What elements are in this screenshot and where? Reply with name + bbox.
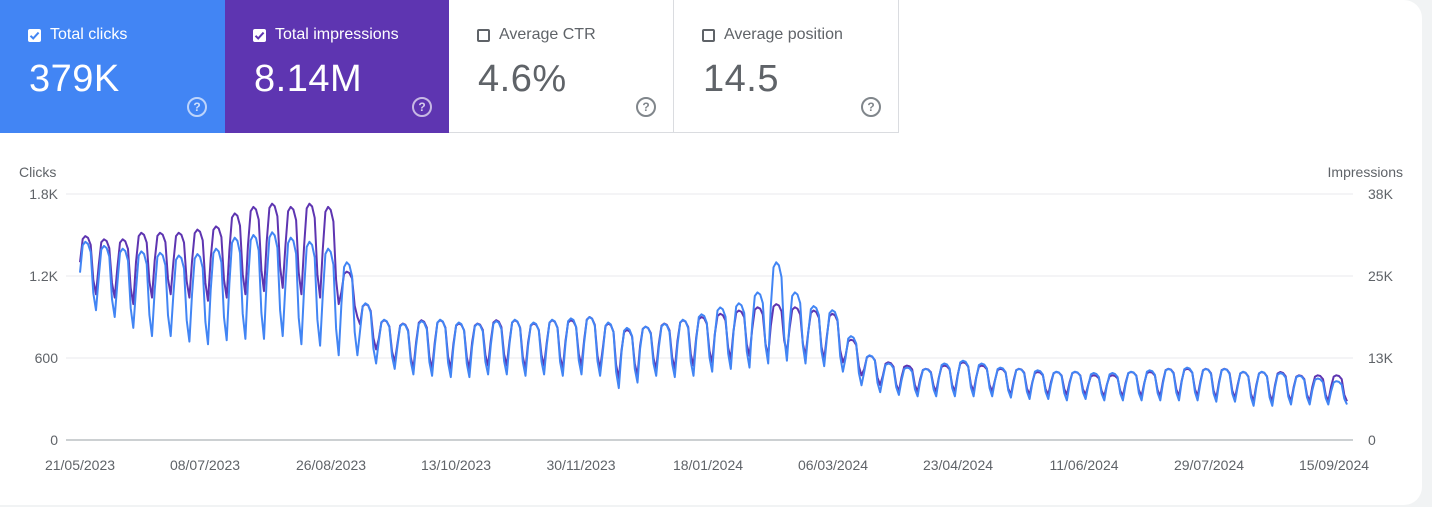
metric-value-total-clicks: 379K — [29, 58, 120, 100]
checkbox-unchecked-icon[interactable] — [477, 28, 490, 42]
metric-card-average-position[interactable]: Average position 14.5 ? — [674, 0, 899, 133]
metric-value-total-impressions: 8.14M — [254, 58, 363, 100]
left-tick-label: 600 — [35, 350, 59, 366]
help-icon[interactable]: ? — [861, 97, 881, 117]
x-tick-label: 30/11/2023 — [546, 457, 615, 473]
metric-value-average-ctr: 4.6% — [478, 58, 567, 100]
series-line-clicks — [79, 231, 1348, 407]
right-tick-label: 25K — [1368, 268, 1394, 284]
series-layer — [79, 202, 1348, 407]
x-tick-label: 08/07/2023 — [170, 457, 240, 473]
help-icon[interactable]: ? — [187, 97, 207, 117]
x-axis-ticks: 21/05/2023 08/07/2023 26/08/2023 13/10/2… — [45, 457, 1369, 473]
metric-label-text: Total impressions — [275, 26, 399, 43]
x-tick-label: 23/04/2024 — [923, 457, 993, 473]
series-line-impressions — [79, 202, 1348, 403]
metric-card-average-ctr[interactable]: Average CTR 4.6% ? — [449, 0, 674, 133]
metric-label-text: Total clicks — [50, 26, 128, 43]
x-tick-label: 13/10/2023 — [421, 457, 491, 473]
x-tick-label: 29/07/2024 — [1174, 457, 1244, 473]
metric-card-total-impressions[interactable]: Total impressions 8.14M ? — [225, 0, 450, 133]
metric-label-text: Average CTR — [499, 26, 596, 43]
metric-label-total-impressions: Total impressions — [253, 26, 399, 44]
checkbox-checked-icon[interactable] — [253, 28, 266, 42]
help-icon[interactable]: ? — [412, 97, 432, 117]
x-tick-label: 26/08/2023 — [296, 457, 366, 473]
left-axis-ticks: 1.8K 1.2K 600 0 — [29, 186, 58, 448]
right-axis-title: Impressions — [1328, 164, 1403, 180]
right-tick-label: 0 — [1368, 432, 1376, 448]
right-axis-ticks: 38K 25K 13K 0 — [1368, 186, 1394, 448]
metric-card-total-clicks[interactable]: Total clicks 379K ? — [0, 0, 225, 133]
left-tick-label: 1.2K — [29, 268, 58, 284]
metric-label-average-ctr: Average CTR — [477, 26, 596, 44]
right-tick-label: 38K — [1368, 186, 1394, 202]
x-tick-label: 21/05/2023 — [45, 457, 115, 473]
checkbox-unchecked-icon[interactable] — [702, 28, 715, 42]
metric-label-text: Average position — [724, 26, 843, 43]
checkbox-checked-icon[interactable] — [28, 28, 41, 42]
x-tick-label: 06/03/2024 — [798, 457, 868, 473]
x-tick-label: 11/06/2024 — [1049, 457, 1118, 473]
x-tick-label: 15/09/2024 — [1299, 457, 1369, 473]
metric-label-average-position: Average position — [702, 26, 843, 44]
metric-label-total-clicks: Total clicks — [28, 26, 127, 44]
x-tick-label: 18/01/2024 — [673, 457, 743, 473]
left-axis-title: Clicks — [19, 164, 56, 180]
right-tick-label: 13K — [1368, 350, 1394, 366]
metric-value-average-position: 14.5 — [703, 58, 779, 100]
left-tick-label: 0 — [50, 432, 58, 448]
help-icon[interactable]: ? — [636, 97, 656, 117]
left-tick-label: 1.8K — [29, 186, 58, 202]
